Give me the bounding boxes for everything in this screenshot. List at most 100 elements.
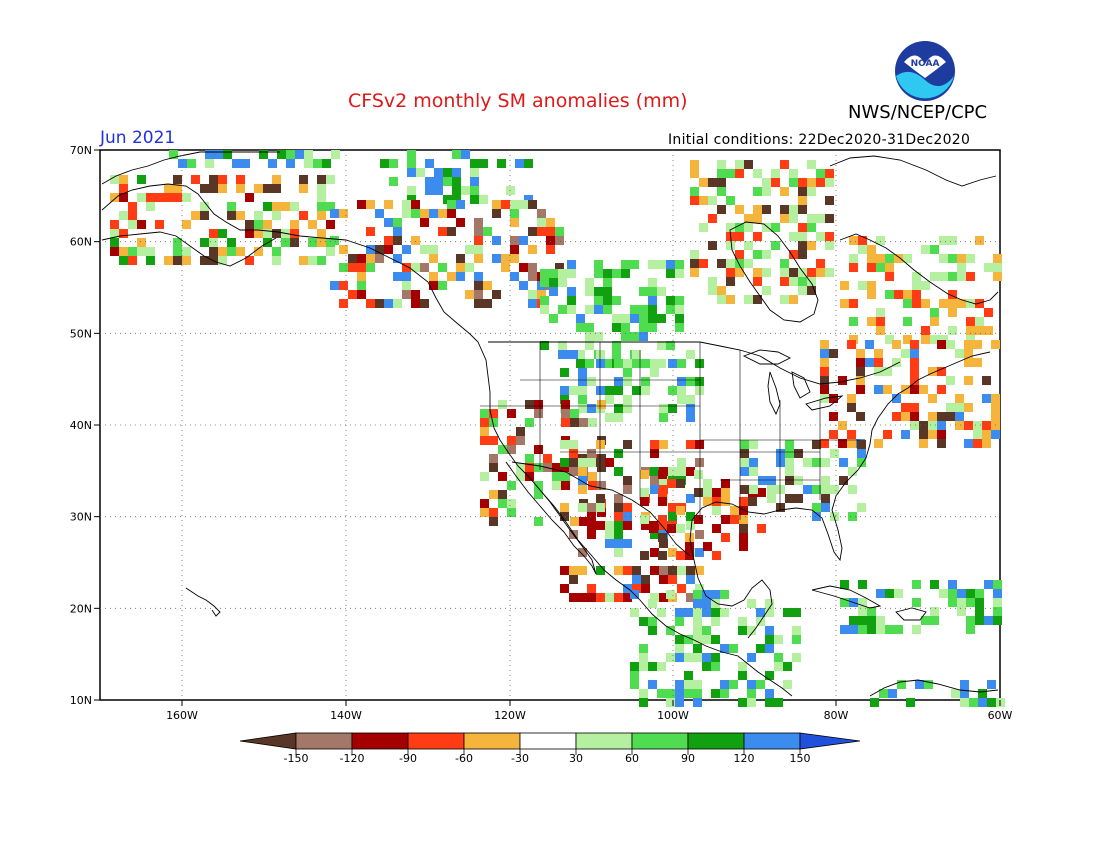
anomaly-cell xyxy=(357,254,366,263)
labrador-coast xyxy=(839,233,999,305)
anomaly-cell xyxy=(816,232,825,241)
anomaly-cell xyxy=(957,299,966,308)
anomaly-cell xyxy=(227,247,236,256)
anomaly-cell xyxy=(883,385,892,394)
anomaly-cell xyxy=(560,350,569,359)
anomaly-cell xyxy=(587,449,596,458)
anomaly-cell xyxy=(978,689,987,698)
anomaly-cell xyxy=(702,653,711,662)
anomaly-cell xyxy=(726,268,735,277)
anomaly-cell xyxy=(543,454,552,463)
legend-label: 120 xyxy=(734,752,755,765)
anomaly-cell xyxy=(721,479,730,488)
anomaly-cell xyxy=(666,305,675,314)
anomaly-cell xyxy=(299,175,308,184)
legend-swatch xyxy=(407,732,465,750)
anomaly-cell xyxy=(807,277,816,286)
anomaly-cell xyxy=(711,635,720,644)
anomaly-cell xyxy=(726,169,735,178)
anomaly-cell xyxy=(594,260,603,269)
anomaly-cell xyxy=(357,272,366,281)
anomaly-cell xyxy=(623,539,632,548)
anomaly-cell xyxy=(694,515,703,524)
anomaly-cell xyxy=(858,281,867,290)
anomaly-cell xyxy=(480,409,489,418)
anomaly-cell xyxy=(639,332,648,341)
anomaly-cell xyxy=(516,436,525,445)
anomaly-cell xyxy=(429,254,438,263)
anomaly-cell xyxy=(578,395,587,404)
anomaly-cell xyxy=(322,159,331,168)
anomaly-cell xyxy=(874,439,883,448)
anomaly-cell xyxy=(597,400,606,409)
anomaly-cell xyxy=(640,515,649,524)
anomaly-cell xyxy=(128,220,137,229)
anomaly-cell xyxy=(326,175,335,184)
anomaly-cell xyxy=(474,299,483,308)
legend-swatch xyxy=(687,732,745,750)
anomaly-cell xyxy=(792,635,801,644)
anomaly-cell xyxy=(901,412,910,421)
anomaly-cell xyxy=(867,625,876,634)
anomaly-cell xyxy=(546,236,555,245)
anomaly-cell xyxy=(798,286,807,295)
anomaly-cell xyxy=(489,418,498,427)
anomaly-cell xyxy=(528,200,537,209)
anomaly-cell xyxy=(993,580,1002,589)
anomaly-cell xyxy=(173,238,182,247)
legend-swatch xyxy=(295,732,353,750)
anomaly-cell xyxy=(690,169,699,178)
anomaly-cell xyxy=(693,635,702,644)
anomaly-cell xyxy=(993,589,1002,598)
anomaly-cell xyxy=(798,277,807,286)
anomaly-cell xyxy=(856,349,865,358)
anomaly-cell xyxy=(585,341,594,350)
anomaly-cell xyxy=(776,503,785,512)
anomaly-cell xyxy=(675,296,684,305)
anomaly-cell xyxy=(876,625,885,634)
anomaly-cell xyxy=(712,551,721,560)
anomaly-cell xyxy=(703,497,712,506)
anomaly-cell xyxy=(110,193,119,202)
anomaly-cell xyxy=(576,314,585,323)
anomaly-cell xyxy=(630,608,639,617)
anomaly-cell xyxy=(708,286,717,295)
anomaly-cell xyxy=(470,195,479,204)
anomaly-cell xyxy=(561,472,570,481)
anomaly-cell xyxy=(110,247,119,256)
anomaly-cell xyxy=(623,377,632,386)
anomaly-cell xyxy=(578,476,587,485)
anomaly-cell xyxy=(393,254,402,263)
anomaly-cell xyxy=(227,202,236,211)
legend-label: -90 xyxy=(399,752,417,765)
anomaly-cell xyxy=(182,193,191,202)
anomaly-cell xyxy=(128,211,137,220)
anomaly-cell xyxy=(693,689,702,698)
anomaly-cell xyxy=(726,241,735,250)
anomaly-cell xyxy=(975,607,984,616)
anomaly-cell xyxy=(767,485,776,494)
anomaly-cell xyxy=(236,211,245,220)
anomaly-cell xyxy=(200,202,209,211)
anomaly-cell xyxy=(447,227,456,236)
anomaly-cell xyxy=(901,430,910,439)
anomaly-cell xyxy=(657,359,666,368)
anomaly-cell xyxy=(552,481,561,490)
anomaly-cell xyxy=(489,508,498,517)
anomaly-cell xyxy=(738,617,747,626)
anomaly-cell xyxy=(525,463,534,472)
anomaly-cell xyxy=(402,245,411,254)
anomaly-cell xyxy=(726,277,735,286)
anomaly-cell xyxy=(747,599,756,608)
anomaly-cell xyxy=(849,254,858,263)
anomaly-cell xyxy=(528,290,537,299)
anomaly-cell xyxy=(614,503,623,512)
anomaly-cell xyxy=(762,187,771,196)
anomaly-cell xyxy=(641,521,650,530)
anomaly-cell xyxy=(807,160,816,169)
anomaly-cell xyxy=(510,218,519,227)
anomaly-cell xyxy=(603,287,612,296)
anomaly-cell xyxy=(957,263,966,272)
anomaly-cell xyxy=(684,680,693,689)
anomaly-cell xyxy=(821,494,830,503)
